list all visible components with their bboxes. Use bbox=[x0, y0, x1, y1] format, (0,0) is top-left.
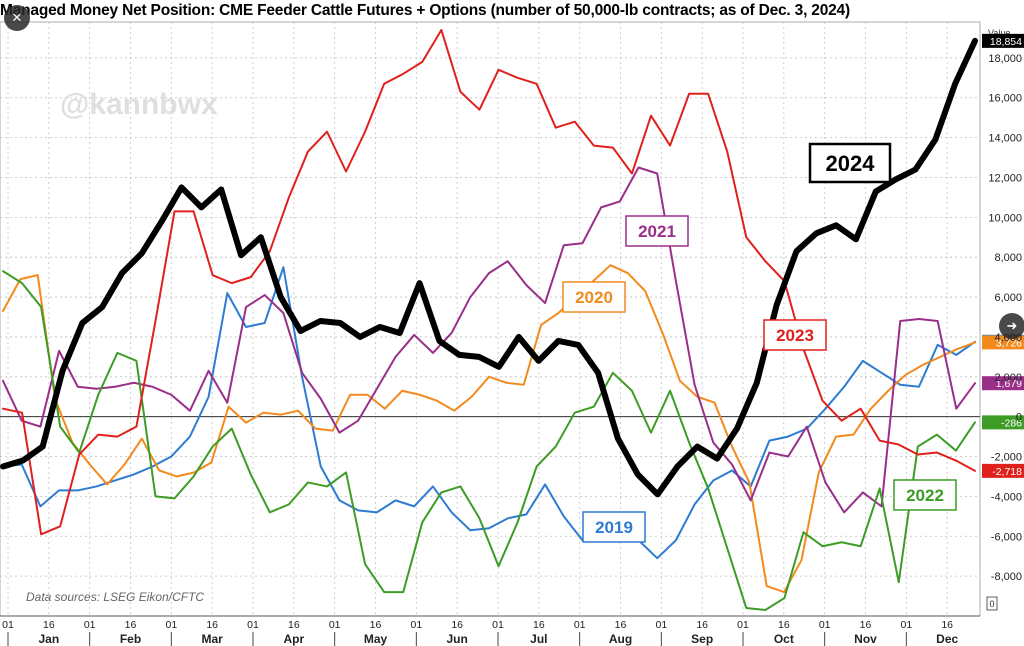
x-day-label: 16 bbox=[615, 619, 627, 631]
y-tick-label: -4,000 bbox=[991, 491, 1022, 503]
series-label-box-2020 bbox=[562, 281, 626, 313]
x-month-label: Jun bbox=[446, 632, 467, 646]
x-day-label: 16 bbox=[451, 619, 463, 631]
series-label-box-2019 bbox=[582, 511, 646, 543]
x-day-label: 01 bbox=[410, 619, 422, 631]
y-tick-label: 16,000 bbox=[988, 93, 1022, 105]
y-tick-label: 18,000 bbox=[988, 53, 1022, 65]
axes: -8,000-6,000-4,000-2,00002,0004,0006,000… bbox=[0, 53, 1022, 646]
series-line-2020 bbox=[2, 264, 976, 594]
x-day-label: 01 bbox=[655, 619, 667, 631]
series-label-box-2024 bbox=[808, 142, 892, 184]
x-day-label: 01 bbox=[247, 619, 259, 631]
x-month-label: Dec bbox=[936, 632, 958, 646]
x-day-label: 16 bbox=[43, 619, 55, 631]
y-tick-label: 10,000 bbox=[988, 212, 1022, 224]
end-value-tag-2022 bbox=[982, 415, 1024, 430]
watermark: @kannbwx bbox=[60, 88, 218, 121]
x-month-label: Nov bbox=[854, 632, 877, 646]
chart-title: Managed Money Net Position: CME Feeder C… bbox=[0, 2, 850, 19]
y-tick-label: -8,000 bbox=[991, 571, 1022, 583]
y-tick-label: 6,000 bbox=[994, 292, 1022, 304]
end-value-label-2022: -286 bbox=[1001, 417, 1022, 429]
series-label-2019: 2019 bbox=[595, 518, 633, 537]
x-month-label: Jan bbox=[38, 632, 59, 646]
series-label-box-2021 bbox=[625, 215, 689, 247]
series-label-2021: 2021 bbox=[638, 222, 676, 241]
x-day-label: 16 bbox=[206, 619, 218, 631]
y-tick-label: 8,000 bbox=[994, 252, 1022, 264]
y-tick-label: 0 bbox=[1016, 412, 1022, 424]
x-day-label: 01 bbox=[900, 619, 912, 631]
x-day-label: 16 bbox=[860, 619, 872, 631]
x-day-label: 16 bbox=[778, 619, 790, 631]
next-arrow-icon[interactable]: ➜ bbox=[999, 313, 1024, 339]
close-icon[interactable]: ✕ bbox=[4, 5, 30, 31]
x-day-label: 01 bbox=[329, 619, 341, 631]
series-line-2019 bbox=[2, 266, 976, 560]
x-day-label: 16 bbox=[696, 619, 708, 631]
x-month-label: Feb bbox=[120, 632, 141, 646]
end-value-label-2023: -2,718 bbox=[992, 466, 1022, 478]
end-value-tag-2021 bbox=[982, 376, 1024, 391]
end-value-label-2020: 3,726 bbox=[996, 337, 1022, 349]
series-label-2022: 2022 bbox=[906, 486, 944, 505]
x-day-label: 01 bbox=[165, 619, 177, 631]
x-month-label: Aug bbox=[609, 632, 632, 646]
series-label-2024: 2024 bbox=[826, 151, 876, 176]
x-day-label: 01 bbox=[819, 619, 831, 631]
y-tick-label: 12,000 bbox=[988, 172, 1022, 184]
y-tick-label: -6,000 bbox=[991, 531, 1022, 543]
series-line-2024 bbox=[0, 37, 978, 498]
end-value-tag-2024 bbox=[982, 33, 1024, 48]
x-month-label: Sep bbox=[691, 632, 713, 646]
axis-end-box bbox=[986, 596, 998, 611]
x-day-label: 01 bbox=[84, 619, 96, 631]
x-month-label: Jul bbox=[530, 632, 547, 646]
x-day-label: 01 bbox=[492, 619, 504, 631]
x-day-label: 16 bbox=[125, 619, 137, 631]
end-value-tag-2023 bbox=[982, 463, 1024, 478]
series-label-box-2023 bbox=[763, 319, 827, 351]
series-line-2022 bbox=[2, 270, 976, 612]
x-month-label: Oct bbox=[774, 632, 794, 646]
end-value-label-2024: 18,854 bbox=[990, 36, 1022, 48]
x-day-label: 01 bbox=[574, 619, 586, 631]
series-line-2023 bbox=[2, 28, 976, 536]
x-month-label: Mar bbox=[201, 632, 223, 646]
axis-end-label: 0 bbox=[989, 599, 994, 609]
x-day-label: 01 bbox=[2, 619, 14, 631]
x-month-label: Apr bbox=[283, 632, 304, 646]
y-tick-label: 14,000 bbox=[988, 133, 1022, 145]
x-day-label: 16 bbox=[941, 619, 953, 631]
series-labels: 20193,75720203,72620211,6792022-2862023-… bbox=[562, 33, 1024, 543]
series-label-2023: 2023 bbox=[776, 326, 814, 345]
x-month-label: May bbox=[364, 632, 388, 646]
x-day-label: 16 bbox=[288, 619, 300, 631]
series-label-box-2022 bbox=[893, 479, 957, 511]
series-label-2020: 2020 bbox=[575, 288, 613, 307]
end-value-label-2021: 1,679 bbox=[996, 378, 1022, 390]
x-day-label: 16 bbox=[533, 619, 545, 631]
y-tick-label: -2,000 bbox=[991, 452, 1022, 464]
value-axis-header: Value bbox=[988, 28, 1011, 38]
series-lines bbox=[0, 28, 978, 612]
series-line-2021 bbox=[2, 166, 976, 514]
x-day-label: 01 bbox=[737, 619, 749, 631]
source-note: Data sources: LSEG Eikon/CFTC bbox=[26, 590, 204, 604]
x-day-label: 16 bbox=[370, 619, 382, 631]
y-tick-label: 2,000 bbox=[994, 372, 1022, 384]
